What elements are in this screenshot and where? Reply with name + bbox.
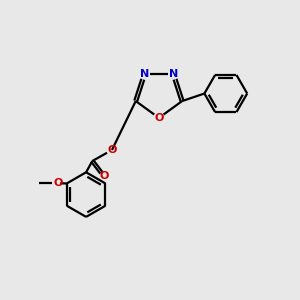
Text: O: O — [53, 178, 62, 188]
Text: N: N — [169, 69, 178, 79]
Text: O: O — [99, 171, 109, 181]
Text: O: O — [154, 113, 164, 123]
Text: N: N — [140, 69, 149, 79]
Text: O: O — [107, 145, 117, 155]
